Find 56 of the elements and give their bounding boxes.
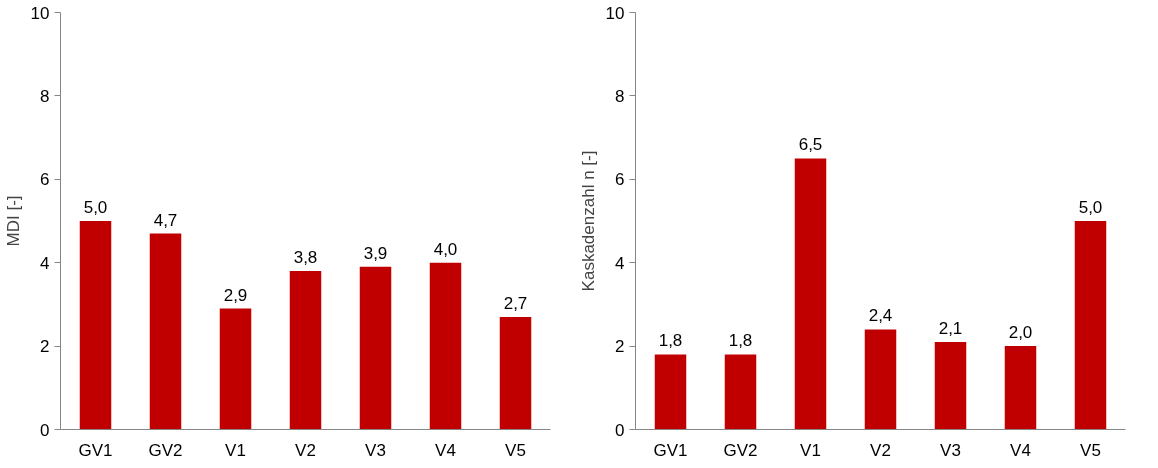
y-tick-label: 0	[40, 420, 50, 440]
x-tick-label: V4	[435, 440, 456, 460]
data-label: 2,7	[503, 293, 528, 313]
x-tick-label: V3	[940, 440, 961, 460]
data-label: 4,7	[153, 210, 178, 230]
data-label: 5,0	[1078, 198, 1103, 217]
y-tick-label: 2	[615, 337, 625, 357]
x-tick-label: V1	[225, 440, 246, 460]
y-tick-label: 8	[615, 86, 625, 106]
bar	[794, 158, 827, 430]
bar	[724, 354, 757, 430]
bar	[934, 341, 967, 430]
bar	[654, 354, 687, 430]
data-label: 4,0	[433, 239, 458, 259]
y-tick-label: 8	[40, 86, 50, 106]
data-label: 2,9	[223, 285, 248, 305]
x-tick-label: GV1	[653, 440, 688, 460]
y-tick-label: 4	[40, 253, 50, 273]
bar	[1074, 221, 1107, 430]
x-tick-label: V5	[505, 440, 526, 460]
data-label: 6,5	[798, 135, 823, 155]
bar	[79, 221, 112, 430]
data-label: 2,1	[938, 318, 963, 338]
data-label: 5,0	[83, 198, 108, 217]
y-tick-label: 6	[40, 170, 50, 190]
y-tick-label: 10	[30, 3, 50, 23]
x-tick-label: V2	[295, 440, 316, 460]
bar	[149, 233, 182, 430]
y-tick-label: 0	[615, 420, 625, 440]
data-label: 1,8	[658, 331, 683, 351]
x-tick-label: GV2	[148, 440, 183, 460]
x-tick-label: V1	[800, 440, 821, 460]
x-tick-label: V3	[365, 440, 386, 460]
y-tick-label: 2	[40, 337, 50, 357]
data-label: 2,4	[868, 306, 893, 326]
data-label: 3,8	[293, 248, 318, 268]
x-tick-label: GV1	[78, 440, 113, 460]
y-tick-label: 10	[605, 3, 625, 23]
x-tick-label: V2	[870, 440, 891, 460]
bar	[359, 266, 392, 430]
y-tick-label: 4	[615, 253, 625, 273]
x-tick-label: V4	[1010, 440, 1031, 460]
x-tick-label: GV2	[723, 440, 758, 460]
bar	[499, 316, 532, 430]
bar	[864, 329, 897, 430]
bar	[289, 271, 322, 430]
y-tick-label: 6	[615, 170, 625, 190]
bar	[219, 308, 252, 430]
y-axis-title: MDI [-]	[3, 195, 23, 247]
bar	[429, 262, 462, 430]
bar	[1004, 346, 1037, 430]
y-axis-title: Kaskadenzahl n [-]	[578, 150, 598, 292]
data-label: 2,0	[1008, 323, 1033, 343]
x-tick-label: V5	[1080, 440, 1101, 460]
data-label: 1,8	[728, 331, 753, 351]
data-label: 3,9	[363, 243, 388, 263]
